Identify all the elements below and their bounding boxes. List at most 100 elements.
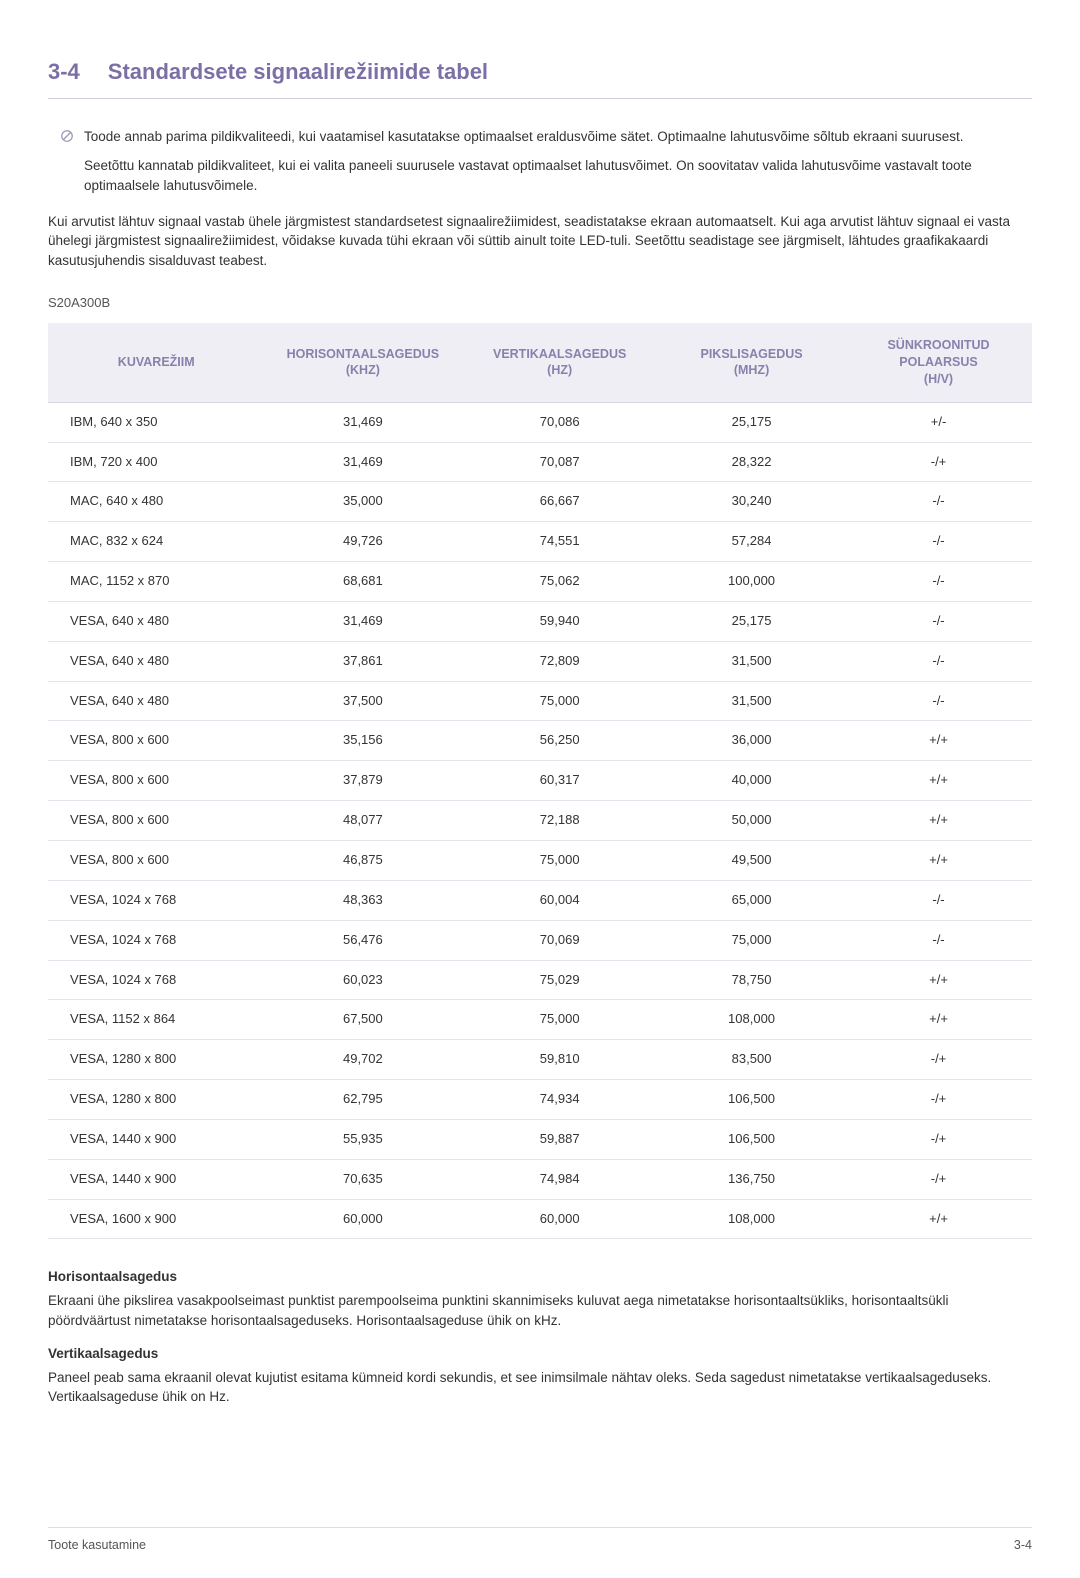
table-cell: 31,469 [264, 442, 461, 482]
table-cell: 78,750 [658, 960, 845, 1000]
table-cell: 75,000 [658, 920, 845, 960]
table-cell: 59,810 [461, 1040, 658, 1080]
definition-paragraph: Paneel peab sama ekraanil olevat kujutis… [48, 1368, 1032, 1407]
table-cell: -/- [845, 681, 1032, 721]
table-cell: -/+ [845, 1159, 1032, 1199]
table-cell: VESA, 1152 x 864 [48, 1000, 264, 1040]
table-cell: 37,861 [264, 641, 461, 681]
table-row: MAC, 640 x 48035,00066,66730,240-/- [48, 482, 1032, 522]
table-row: VESA, 800 x 60048,07772,18850,000+/+ [48, 801, 1032, 841]
table-cell: 60,004 [461, 880, 658, 920]
table-cell: 75,000 [461, 681, 658, 721]
table-cell: 35,156 [264, 721, 461, 761]
table-row: VESA, 1024 x 76860,02375,02978,750+/+ [48, 960, 1032, 1000]
table-cell: VESA, 800 x 600 [48, 841, 264, 881]
note-paragraph: Toode annab parima pildikvaliteedi, kui … [84, 127, 1032, 147]
table-cell: -/- [845, 482, 1032, 522]
table-cell: -/- [845, 562, 1032, 602]
table-cell: 70,086 [461, 402, 658, 442]
table-row: VESA, 800 x 60035,15656,25036,000+/+ [48, 721, 1032, 761]
table-cell: -/+ [845, 442, 1032, 482]
table-row: IBM, 720 x 40031,46970,08728,322-/+ [48, 442, 1032, 482]
table-cell: 49,702 [264, 1040, 461, 1080]
table-cell: 50,000 [658, 801, 845, 841]
table-cell: VESA, 1280 x 800 [48, 1040, 264, 1080]
table-header-cell: VERTIKAALSAGEDUS(HZ) [461, 323, 658, 402]
table-cell: VESA, 800 x 600 [48, 761, 264, 801]
table-row: VESA, 640 x 48037,86172,80931,500-/- [48, 641, 1032, 681]
table-cell: 56,476 [264, 920, 461, 960]
table-header-cell: KUVAREŽIIM [48, 323, 264, 402]
table-cell: 70,635 [264, 1159, 461, 1199]
table-cell: IBM, 640 x 350 [48, 402, 264, 442]
table-cell: VESA, 1440 x 900 [48, 1159, 264, 1199]
table-cell: MAC, 832 x 624 [48, 522, 264, 562]
table-row: VESA, 1440 x 90070,63574,984136,750-/+ [48, 1159, 1032, 1199]
note-block: Toode annab parima pildikvaliteedi, kui … [84, 127, 1032, 196]
table-cell: 68,681 [264, 562, 461, 602]
table-cell: 108,000 [658, 1199, 845, 1239]
table-cell: 40,000 [658, 761, 845, 801]
table-cell: +/+ [845, 960, 1032, 1000]
footer-right: 3-4 [1014, 1536, 1032, 1554]
prohibit-icon [60, 129, 74, 143]
table-cell: -/- [845, 601, 1032, 641]
section-heading: 3-4 Standardsete signaalirežiimide tabel [48, 56, 1032, 99]
table-cell: 60,000 [264, 1199, 461, 1239]
table-cell: 70,069 [461, 920, 658, 960]
table-header-row: KUVAREŽIIMHORISONTAALSAGEDUS(KHZ)VERTIKA… [48, 323, 1032, 402]
table-cell: 70,087 [461, 442, 658, 482]
definition-heading: Horisontaalsagedus [48, 1267, 1032, 1287]
table-cell: 74,984 [461, 1159, 658, 1199]
table-cell: VESA, 1024 x 768 [48, 960, 264, 1000]
table-header-cell: SÜNKROONITUD POLAARSUS(H/V) [845, 323, 1032, 402]
table-cell: 28,322 [658, 442, 845, 482]
table-cell: -/- [845, 641, 1032, 681]
table-cell: 75,062 [461, 562, 658, 602]
table-row: VESA, 1152 x 86467,50075,000108,000+/+ [48, 1000, 1032, 1040]
table-cell: 25,175 [658, 601, 845, 641]
table-cell: 31,469 [264, 601, 461, 641]
table-row: VESA, 1024 x 76848,36360,00465,000-/- [48, 880, 1032, 920]
table-row: IBM, 640 x 35031,46970,08625,175+/- [48, 402, 1032, 442]
table-cell: 36,000 [658, 721, 845, 761]
section-number: 3-4 [48, 56, 80, 88]
table-cell: +/+ [845, 1000, 1032, 1040]
table-cell: +/- [845, 402, 1032, 442]
table-cell: MAC, 1152 x 870 [48, 562, 264, 602]
table-cell: -/- [845, 920, 1032, 960]
table-cell: 49,726 [264, 522, 461, 562]
table-cell: 74,551 [461, 522, 658, 562]
table-cell: 106,500 [658, 1119, 845, 1159]
table-cell: -/+ [845, 1119, 1032, 1159]
table-row: VESA, 640 x 48031,46959,94025,175-/- [48, 601, 1032, 641]
table-cell: +/+ [845, 841, 1032, 881]
table-cell: VESA, 640 x 480 [48, 641, 264, 681]
table-cell: 74,934 [461, 1080, 658, 1120]
table-body: IBM, 640 x 35031,46970,08625,175+/-IBM, … [48, 402, 1032, 1239]
table-cell: +/+ [845, 1199, 1032, 1239]
table-cell: 30,240 [658, 482, 845, 522]
table-row: MAC, 832 x 62449,72674,55157,284-/- [48, 522, 1032, 562]
table-cell: 31,500 [658, 681, 845, 721]
table-cell: 65,000 [658, 880, 845, 920]
table-cell: +/+ [845, 801, 1032, 841]
table-cell: 75,000 [461, 841, 658, 881]
table-row: VESA, 1600 x 90060,00060,000108,000+/+ [48, 1199, 1032, 1239]
note-paragraph: Seetõttu kannatab pildikvaliteet, kui ei… [84, 156, 1032, 195]
table-cell: VESA, 1440 x 900 [48, 1119, 264, 1159]
table-cell: 48,077 [264, 801, 461, 841]
table-cell: 59,887 [461, 1119, 658, 1159]
table-cell: VESA, 1024 x 768 [48, 880, 264, 920]
definition-heading: Vertikaalsagedus [48, 1344, 1032, 1364]
table-cell: 100,000 [658, 562, 845, 602]
table-cell: 108,000 [658, 1000, 845, 1040]
table-row: VESA, 1280 x 80062,79574,934106,500-/+ [48, 1080, 1032, 1120]
table-cell: +/+ [845, 721, 1032, 761]
table-cell: 75,029 [461, 960, 658, 1000]
table-cell: 66,667 [461, 482, 658, 522]
table-cell: 57,284 [658, 522, 845, 562]
table-cell: 60,000 [461, 1199, 658, 1239]
section-title: Standardsete signaalirežiimide tabel [108, 56, 488, 88]
intro-paragraph: Kui arvutist lähtuv signaal vastab ühele… [48, 212, 1032, 271]
